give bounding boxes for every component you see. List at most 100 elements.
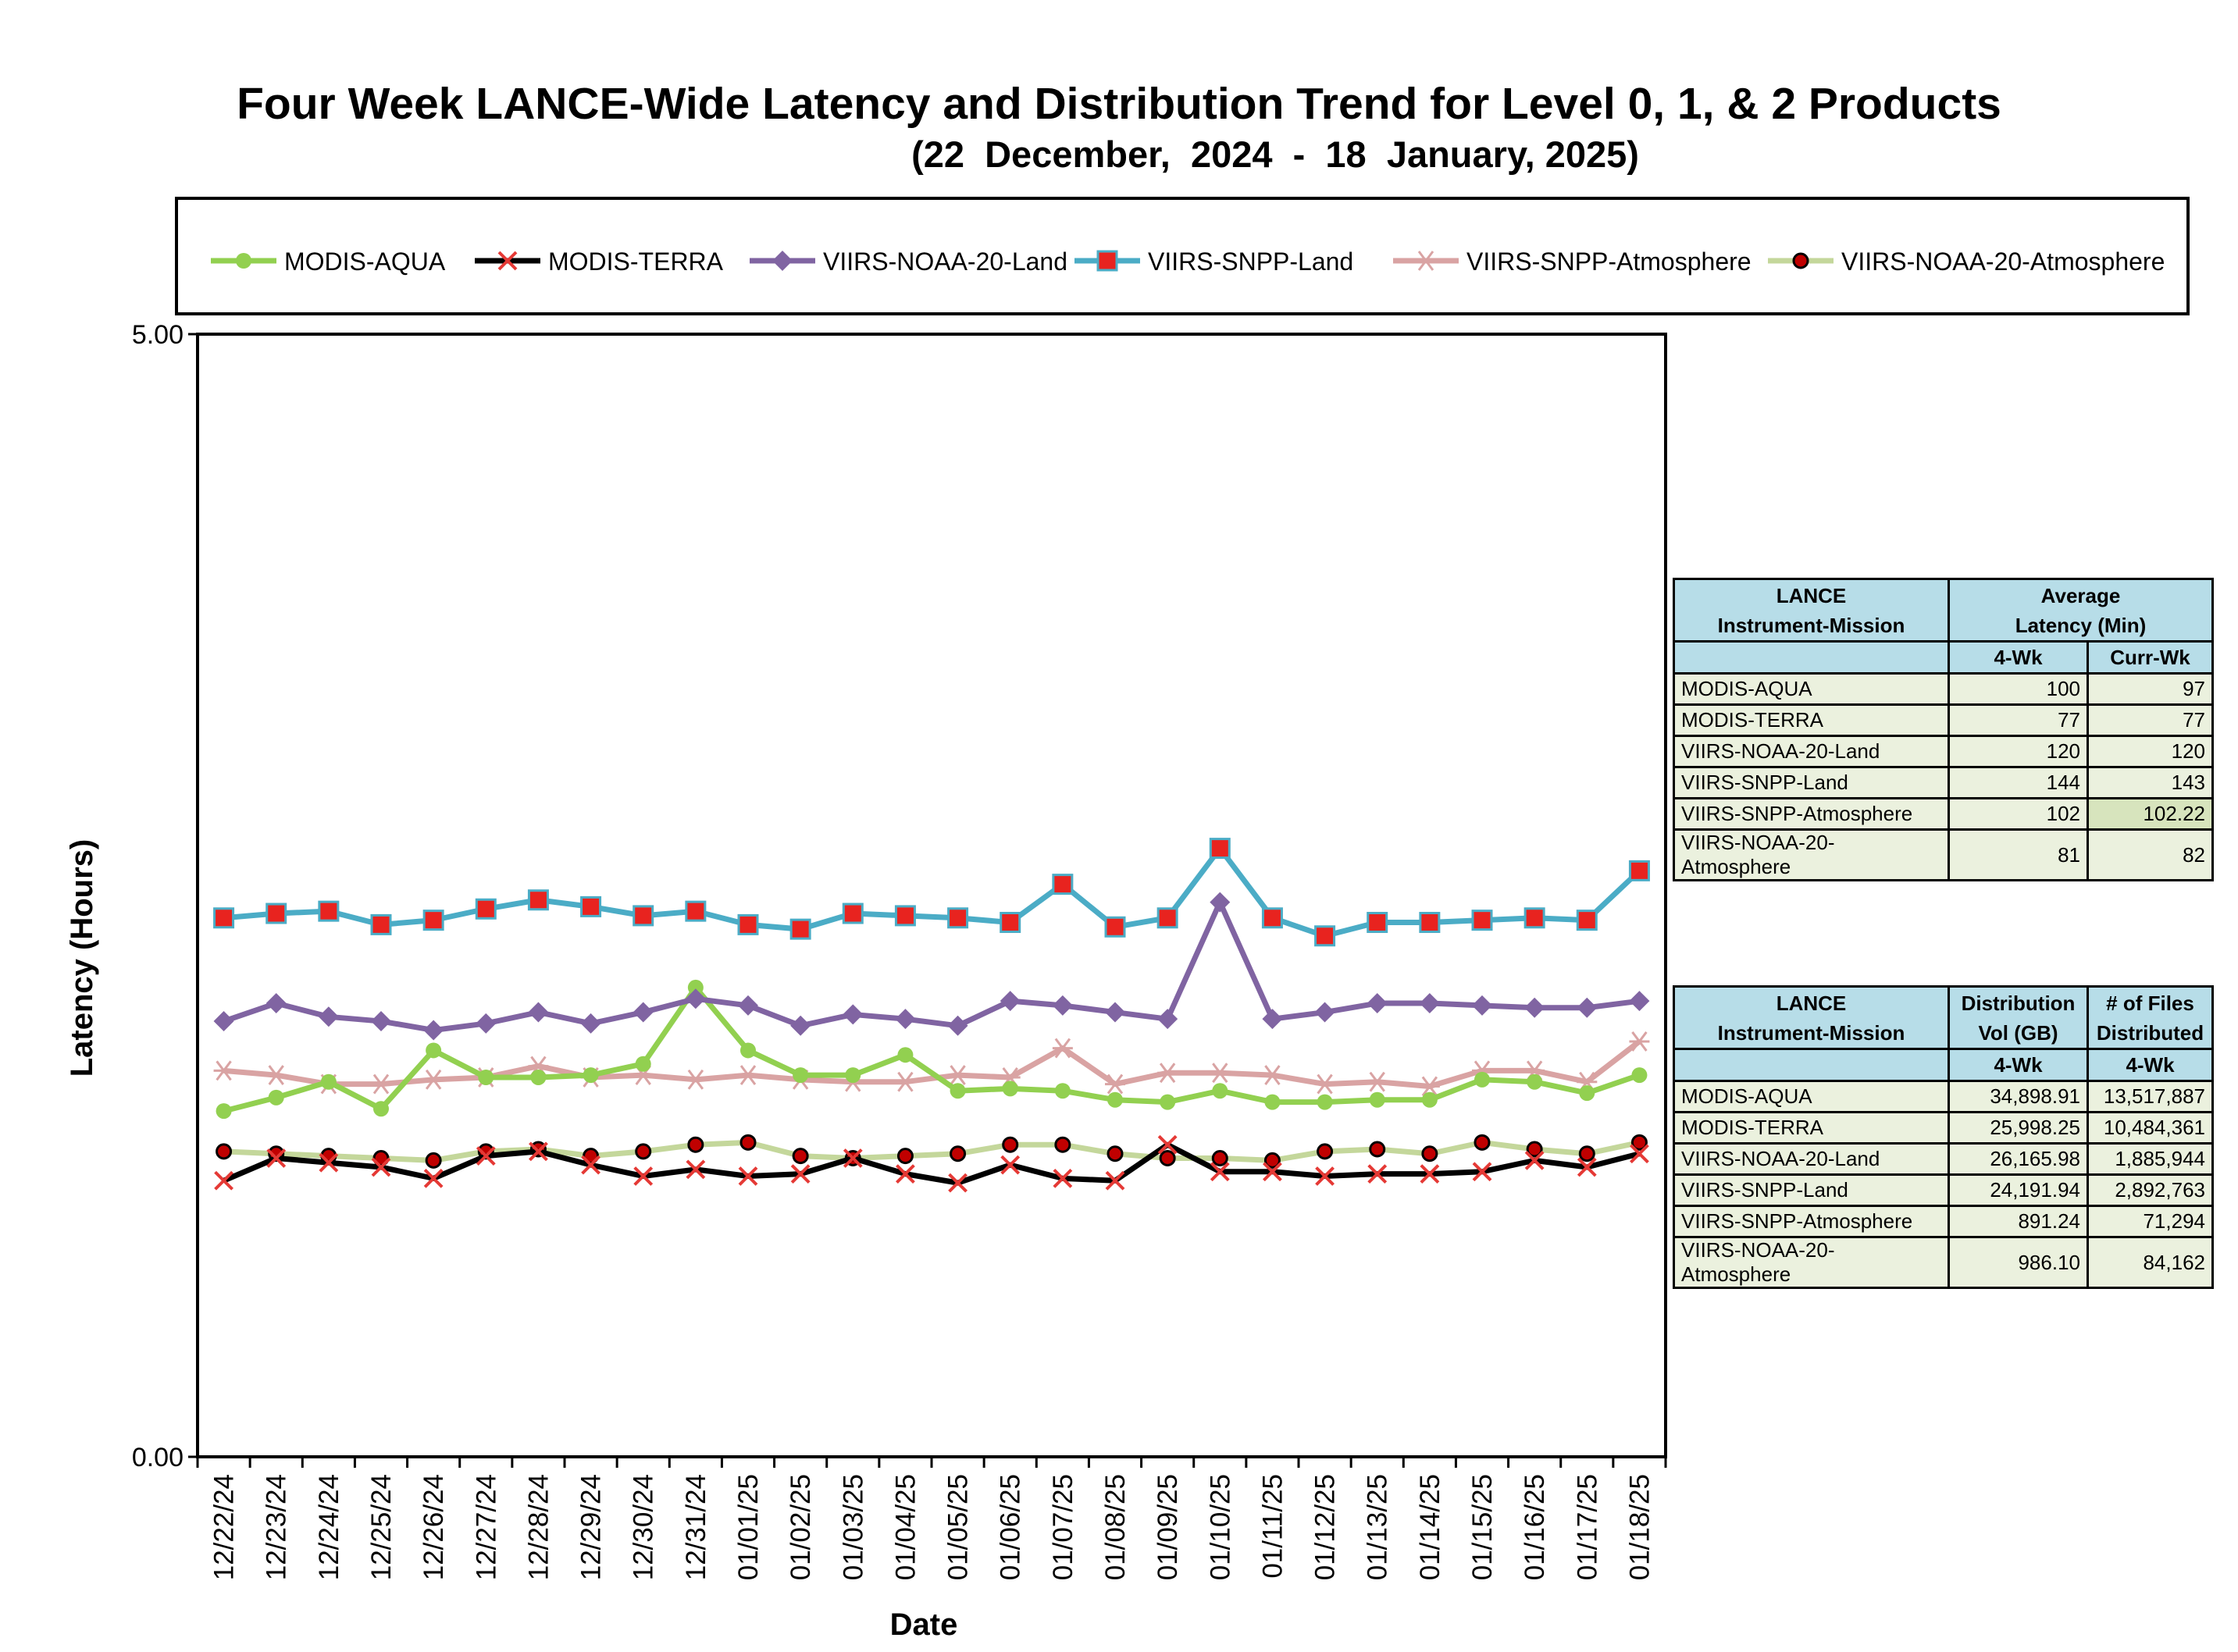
latency-row-4wk: 120 xyxy=(1948,735,2089,768)
data-point xyxy=(738,1065,758,1085)
asterisk-marker-stroke xyxy=(1159,1063,1176,1084)
data-point xyxy=(1261,907,1283,929)
latency-row-currwk: 77 xyxy=(2087,703,2214,737)
x-tick-label: 01/16/25 xyxy=(1520,1474,1550,1580)
distribution-subheader-blank xyxy=(1673,1048,1950,1082)
x-marker-stroke xyxy=(581,1155,600,1175)
data-point xyxy=(1002,1136,1019,1153)
x-tick-label: 01/10/25 xyxy=(1205,1474,1235,1580)
latency-row-name: VIIRS-SNPP-Atmosphere xyxy=(1673,797,1950,831)
data-point xyxy=(1367,912,1388,934)
distribution-table-row: VIIRS-SNPP-Land 24,191.94 2,892,763 xyxy=(1673,1173,2214,1207)
data-point xyxy=(216,1143,233,1160)
distribution-header-volume: Distribution Vol (GB) xyxy=(1948,985,2089,1050)
data-point xyxy=(1000,912,1021,934)
distribution-table-row: MODIS-AQUA 34,898.91 13,517,887 xyxy=(1673,1080,2214,1113)
data-point xyxy=(686,1159,706,1180)
distribution-table: LANCE Instrument-Mission Distribution Vo… xyxy=(1673,985,2214,1289)
data-point xyxy=(1420,1164,1440,1184)
distribution-row-name: VIIRS-NOAA-20-Atmosphere xyxy=(1673,1236,1950,1289)
data-point xyxy=(1210,1063,1231,1084)
data-point xyxy=(214,1170,233,1191)
data-point xyxy=(792,1148,809,1165)
distribution-table-row: VIIRS-SNPP-Atmosphere 891.24 71,294 xyxy=(1673,1205,2214,1238)
data-point xyxy=(580,1013,601,1034)
data-point xyxy=(320,1073,337,1090)
data-point xyxy=(948,1173,968,1193)
data-point xyxy=(1474,1071,1490,1088)
data-point xyxy=(1157,1009,1178,1030)
asterisk-marker-stroke xyxy=(687,1069,704,1090)
data-point xyxy=(1471,910,1493,931)
data-point xyxy=(370,913,392,935)
data-point xyxy=(633,905,654,927)
latency-row-4wk: 81 xyxy=(1948,828,2089,881)
data-point xyxy=(1419,993,1440,1014)
data-point xyxy=(1054,1083,1071,1099)
latency-header-instrument: LANCE Instrument-Mission xyxy=(1673,578,1950,643)
latency-row-currwk: 97 xyxy=(2087,672,2214,706)
distribution-row-name: VIIRS-SNPP-Atmosphere xyxy=(1673,1205,1950,1238)
legend-entry: VIIRS-SNPP-Land xyxy=(1074,247,1353,276)
latency-table-row: VIIRS-SNPP-Land 144 143 xyxy=(1673,766,2214,799)
series-modis-terra xyxy=(214,1134,1649,1193)
data-point xyxy=(1262,1009,1283,1030)
x-tick-label: 12/31/24 xyxy=(681,1474,711,1580)
legend-label: VIIRS-NOAA-20-Atmosphere xyxy=(1841,247,2165,276)
series-line xyxy=(223,1139,1641,1163)
x-tick-label: 01/11/25 xyxy=(1257,1474,1288,1579)
asterisk-marker-stroke xyxy=(1421,1076,1438,1097)
x-tick-label: 12/24/24 xyxy=(314,1474,344,1580)
x-marker-stroke xyxy=(1105,1170,1125,1191)
data-point xyxy=(478,1069,494,1085)
x-marker-stroke xyxy=(1157,1134,1178,1155)
data-point xyxy=(1052,1038,1073,1059)
latency-table-row: VIIRS-SNPP-Atmosphere 102 102.22 xyxy=(1673,797,2214,831)
x-tick-label: 01/08/25 xyxy=(1100,1474,1131,1580)
x-tick-label: 12/22/24 xyxy=(209,1474,240,1580)
data-point xyxy=(1576,910,1598,931)
distribution-row-files: 84,162 xyxy=(2087,1236,2214,1289)
asterisk-marker-stroke xyxy=(739,1065,757,1085)
data-point xyxy=(475,898,497,920)
x-marker-stroke xyxy=(948,1173,968,1193)
x-marker-stroke xyxy=(214,1170,233,1191)
x-marker-stroke xyxy=(1263,1162,1282,1182)
data-point xyxy=(580,895,602,917)
latency-row-name: VIIRS-SNPP-Land xyxy=(1673,766,1950,799)
x-tick-label: 01/05/25 xyxy=(943,1474,974,1580)
data-point xyxy=(1419,1076,1440,1097)
data-point xyxy=(740,1042,756,1059)
data-point xyxy=(633,1002,654,1023)
data-point xyxy=(213,1060,234,1081)
data-point xyxy=(1157,1063,1178,1084)
x-marker-stroke xyxy=(266,1148,287,1168)
x-tick-label: 01/13/25 xyxy=(1363,1474,1393,1580)
data-point xyxy=(1367,993,1388,1014)
data-point xyxy=(1367,1164,1388,1184)
data-point xyxy=(371,1073,391,1095)
data-point xyxy=(1631,1067,1648,1084)
data-point xyxy=(1000,1155,1021,1175)
chart-title: Four Week LANCE-Wide Latency and Distrib… xyxy=(237,79,2001,129)
series-line xyxy=(223,899,1640,1034)
data-point xyxy=(685,988,706,1009)
data-point xyxy=(1630,1144,1649,1164)
x-axis-title: Date xyxy=(890,1607,958,1642)
latency-table-row: VIIRS-NOAA-20-Atmosphere 81 82 xyxy=(1673,828,2214,881)
x-tick-label: 12/27/24 xyxy=(471,1474,501,1580)
data-point xyxy=(685,1069,706,1090)
asterisk-marker-stroke xyxy=(1107,1073,1124,1095)
x-marker-stroke xyxy=(738,1166,758,1186)
data-point xyxy=(789,918,811,940)
data-point xyxy=(426,1042,442,1059)
series-viirs-snpp-atmosphere xyxy=(213,1031,1650,1097)
data-point xyxy=(685,900,707,922)
data-point xyxy=(1107,1091,1123,1108)
data-point xyxy=(1317,1143,1334,1160)
asterisk-marker-stroke xyxy=(1631,1031,1648,1052)
data-point xyxy=(687,1136,704,1153)
data-point xyxy=(1263,1152,1281,1169)
data-point xyxy=(1211,1149,1228,1166)
data-point xyxy=(1104,916,1126,938)
